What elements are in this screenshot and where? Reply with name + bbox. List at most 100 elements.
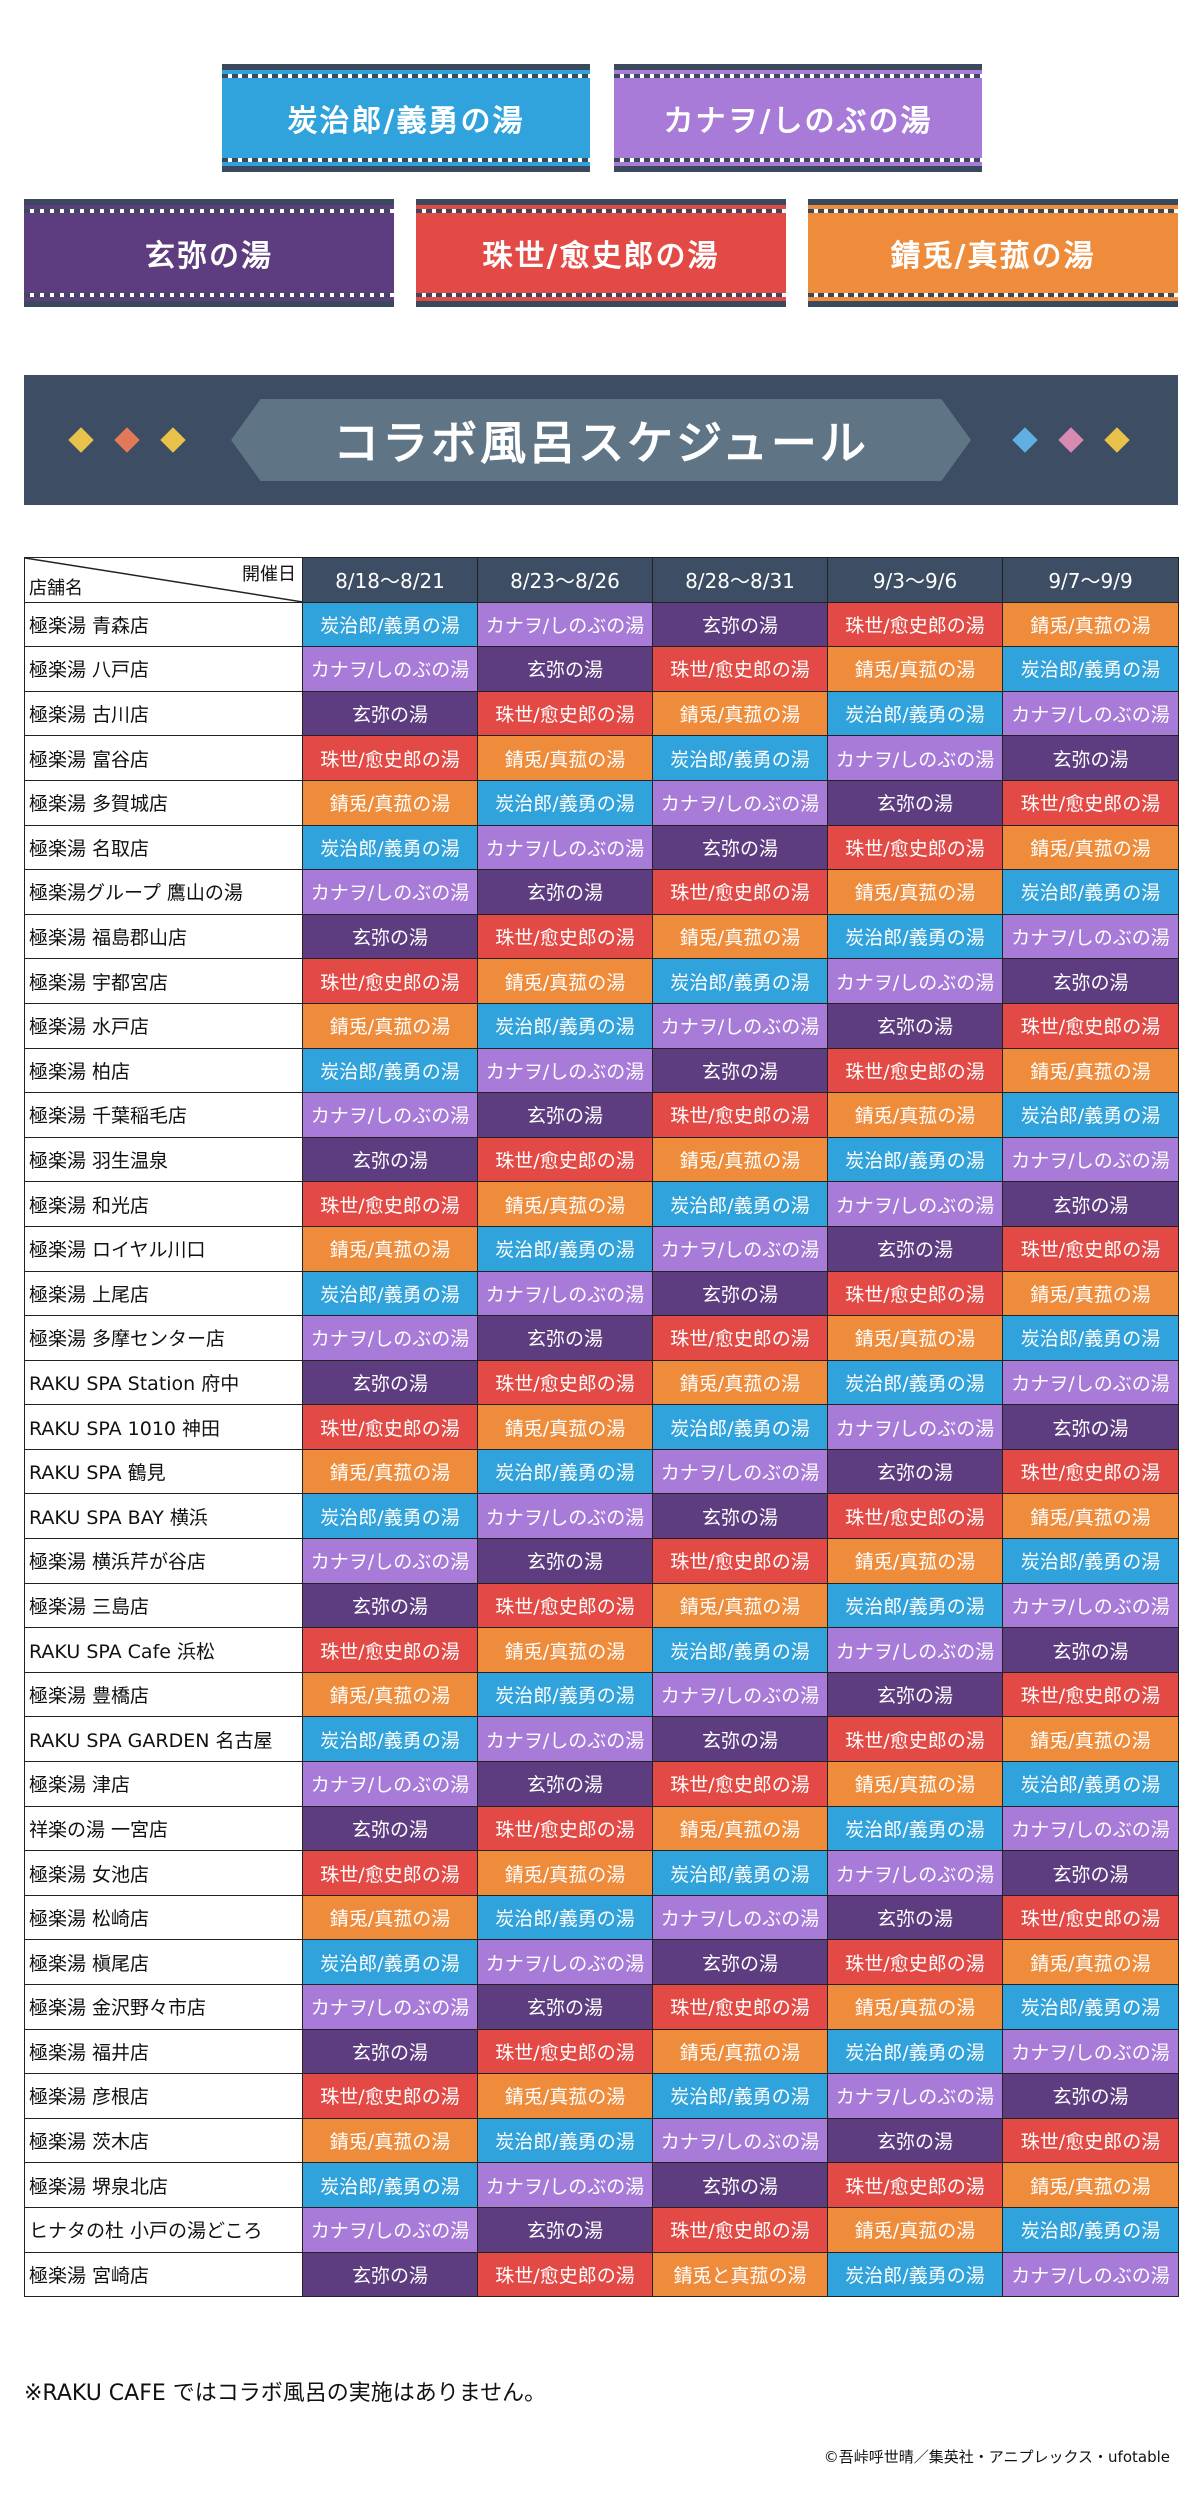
schedule-cell: カナヲ/しのぶの湯: [302, 2206, 478, 2253]
schedule-cell: 玄弥の湯: [827, 1448, 1003, 1495]
schedule-cell: 珠世/愈史郎の湯: [302, 735, 478, 781]
schedule-cell: 珠世/愈史郎の湯: [477, 1805, 653, 1852]
table-row: 極楽湯 富谷店 珠世/愈史郎の湯 錆兎/真菰の湯 炭治郎/義勇の湯 カナヲ/しのぶの湯玄…: [24, 735, 1179, 781]
schedule-cell: 珠世/愈史郎の湯: [1002, 1671, 1179, 1718]
schedule-cell: 珠世/愈史郎の湯: [652, 1761, 828, 1807]
schedule-cell: 錆兎/真菰の湯: [477, 1404, 653, 1450]
store-name: 極楽湯 柏店: [24, 1047, 303, 1094]
period-header: 9/3〜9/6: [827, 557, 1003, 603]
footnote: ※RAKU CAFE ではコラボ風呂の実施はありません。: [24, 2381, 547, 2406]
legend-sabito-makomo: 錆兎/真菰の湯: [808, 199, 1178, 307]
schedule-cell: 珠世/愈史郎の湯: [827, 2162, 1003, 2208]
store-name: 極楽湯 名取店: [24, 824, 303, 871]
schedule-cell: カナヲ/しのぶの湯: [652, 1002, 828, 1049]
schedule-cell: 炭治郎/義勇の湯: [477, 1894, 653, 1941]
schedule-cell: 玄弥の湯: [827, 779, 1003, 826]
schedule-cell: 珠世/愈史郎の湯: [477, 2028, 653, 2075]
schedule-cell: 炭治郎/義勇の湯: [652, 1850, 828, 1896]
schedule-cell: カナヲ/しのぶの湯: [1002, 1805, 1179, 1852]
schedule-cell: カナヲ/しのぶの湯: [652, 1894, 828, 1941]
schedule-cell: カナヲ/しのぶの湯: [477, 1047, 653, 1094]
schedule-cell: 玄弥の湯: [302, 913, 478, 960]
schedule-cell: カナヲ/しのぶの湯: [1002, 913, 1179, 960]
table-row: 極楽湯 三島店 玄弥の湯 珠世/愈史郎の湯 錆兎/真菰の湯 炭治郎/義勇の湯 カナヲ/しの…: [24, 1582, 1179, 1629]
schedule-cell: 珠世/愈史郎の湯: [477, 1582, 653, 1629]
store-name: RAKU SPA Cafe 浜松: [24, 1627, 303, 1673]
schedule-cell: 炭治郎/義勇の湯: [652, 1627, 828, 1673]
store-name: 極楽湯 千葉稲毛店: [24, 1092, 303, 1138]
schedule-cell: 炭治郎/義勇の湯: [477, 779, 653, 826]
schedule-cell: 玄弥の湯: [477, 646, 653, 692]
store-name: 極楽湯 堺泉北店: [24, 2162, 303, 2208]
schedule-cell: 炭治郎/義勇の湯: [1002, 1315, 1179, 1361]
store-name: 極楽湯 富谷店: [24, 735, 303, 781]
table-row: 極楽湯 千葉稲毛店 カナヲ/しのぶの湯 玄弥の湯 珠世/愈史郎の湯 錆兎/真菰の湯 炭治郎…: [24, 1092, 1179, 1138]
table-row: 極楽湯 宇都宮店 珠世/愈史郎の湯 錆兎/真菰の湯 炭治郎/義勇の湯 カナヲ/しのぶの湯…: [24, 958, 1179, 1004]
schedule-cell: 炭治郎/義勇の湯: [827, 1359, 1003, 1406]
schedule-cell: 炭治郎/義勇の湯: [477, 1225, 653, 1272]
schedule-cell: 珠世/愈史郎の湯: [652, 1984, 828, 2030]
schedule-cell: 珠世/愈史郎の湯: [1002, 1448, 1179, 1495]
period-header: 8/28〜8/31: [652, 557, 828, 603]
schedule-cell: カナヲ/しのぶの湯: [302, 1315, 478, 1361]
schedule-cell: 炭治郎/義勇の湯: [652, 1181, 828, 1227]
schedule-cell: 珠世/愈史郎の湯: [1002, 1225, 1179, 1272]
schedule-cell: カナヲ/しのぶの湯: [477, 601, 653, 648]
schedule-cell: 錆兎/真菰の湯: [827, 1538, 1003, 1584]
schedule-cell: カナヲ/しのぶの湯: [477, 1493, 653, 1540]
schedule-cell: カナヲ/しのぶの湯: [827, 1404, 1003, 1450]
legend-tamayo-yushiro: 珠世/愈史郎の湯: [416, 199, 786, 307]
schedule-cell: 炭治郎/義勇の湯: [652, 2073, 828, 2119]
schedule-cell: 珠世/愈史郎の湯: [652, 2206, 828, 2253]
schedule-cell: 炭治郎/義勇の湯: [477, 1448, 653, 1495]
schedule-cell: 珠世/愈史郎の湯: [827, 1939, 1003, 1985]
table-row: 極楽湯 青森店 炭治郎/義勇の湯 カナヲ/しのぶの湯 玄弥の湯 珠世/愈史郎の湯 錆兎/真…: [24, 601, 1179, 648]
schedule-cell: 錆兎/真菰の湯: [827, 869, 1003, 915]
schedule-cell: 珠世/愈史郎の湯: [302, 1404, 478, 1450]
schedule-cell: 珠世/愈史郎の湯: [1002, 1002, 1179, 1049]
schedule-cell: 玄弥の湯: [477, 2206, 653, 2253]
schedule-cell: 玄弥の湯: [477, 1538, 653, 1584]
schedule-cell: カナヲ/しのぶの湯: [302, 1092, 478, 1138]
schedule-cell: 錆兎/真菰の湯: [302, 1448, 478, 1495]
schedule-cell: カナヲ/しのぶの湯: [1002, 1136, 1179, 1183]
table-row: ヒナタの杜 小戸の湯どころ カナヲ/しのぶの湯 玄弥の湯 珠世/愈史郎の湯 錆兎/真菰の…: [24, 2206, 1179, 2253]
schedule-cell: 玄弥の湯: [827, 1225, 1003, 1272]
schedule-cell: カナヲ/しのぶの湯: [1002, 1359, 1179, 1406]
store-name: RAKU SPA BAY 横浜: [24, 1493, 303, 1540]
store-name: 極楽湯 茨木店: [24, 2117, 303, 2164]
schedule-cell: 炭治郎/義勇の湯: [1002, 1984, 1179, 2030]
table-row: 極楽湯 津店 カナヲ/しのぶの湯 玄弥の湯 珠世/愈史郎の湯 錆兎/真菰の湯 炭治郎/義勇…: [24, 1761, 1179, 1807]
schedule-cell: 珠世/愈史郎の湯: [827, 601, 1003, 648]
schedule-cell: 錆兎/真菰の湯: [652, 690, 828, 737]
schedule-cell: カナヲ/しのぶの湯: [827, 2073, 1003, 2119]
table-row: 極楽湯 金沢野々市店 カナヲ/しのぶの湯 玄弥の湯 珠世/愈史郎の湯 錆兎/真菰の湯 炭治…: [24, 1984, 1179, 2030]
schedule-cell: 錆兎/真菰の湯: [1002, 2162, 1179, 2208]
schedule-cell: カナヲ/しのぶの湯: [827, 1627, 1003, 1673]
schedule-cell: 炭治郎/義勇の湯: [827, 1805, 1003, 1852]
store-name: ヒナタの杜 小戸の湯どころ: [24, 2206, 303, 2253]
schedule-cell: 玄弥の湯: [302, 1805, 478, 1852]
table-row: RAKU SPA Cafe 浜松 珠世/愈史郎の湯 錆兎/真菰の湯 炭治郎/義勇の湯カ…: [24, 1627, 1179, 1673]
schedule-cell: 珠世/愈史郎の湯: [302, 1181, 478, 1227]
schedule-cell: 炭治郎/義勇の湯: [1002, 2206, 1179, 2253]
schedule-cell: 錆兎/真菰の湯: [302, 1002, 478, 1049]
period-header: 9/7〜9/9: [1002, 557, 1179, 603]
schedule-cell: 炭治郎/義勇の湯: [1002, 869, 1179, 915]
schedule-cell: 玄弥の湯: [827, 1894, 1003, 1941]
schedule-cell: 錆兎/真菰の湯: [302, 1894, 478, 1941]
schedule-cell: 錆兎/真菰の湯: [827, 2206, 1003, 2253]
table-row: 極楽湯 羽生温泉 玄弥の湯 珠世/愈史郎の湯 錆兎/真菰の湯 炭治郎/義勇の湯 カナヲ/し…: [24, 1136, 1179, 1183]
store-name: 極楽湯 女池店: [24, 1850, 303, 1896]
table-row: RAKU SPA BAY 横浜 炭治郎/義勇の湯 カナヲ/しのぶの湯 玄弥の湯 珠世/愈…: [24, 1493, 1179, 1540]
schedule-cell: 玄弥の湯: [827, 2117, 1003, 2164]
schedule-cell: 珠世/愈史郎の湯: [477, 690, 653, 737]
table-row: 極楽湯 堺泉北店 炭治郎/義勇の湯 カナヲ/しのぶの湯 玄弥の湯 珠世/愈史郎の湯 錆兎/…: [24, 2162, 1179, 2208]
schedule-cell: 錆兎/真菰の湯: [1002, 824, 1179, 871]
schedule-cell: 珠世/愈史郎の湯: [1002, 779, 1179, 826]
store-name: 極楽湯 松崎店: [24, 1894, 303, 1941]
schedule-cell: 錆兎/真菰の湯: [652, 1136, 828, 1183]
schedule-cell: カナヲ/しのぶの湯: [477, 824, 653, 871]
schedule-cell: 珠世/愈史郎の湯: [827, 1716, 1003, 1763]
schedule-cell: 錆兎/真菰の湯: [477, 958, 653, 1004]
